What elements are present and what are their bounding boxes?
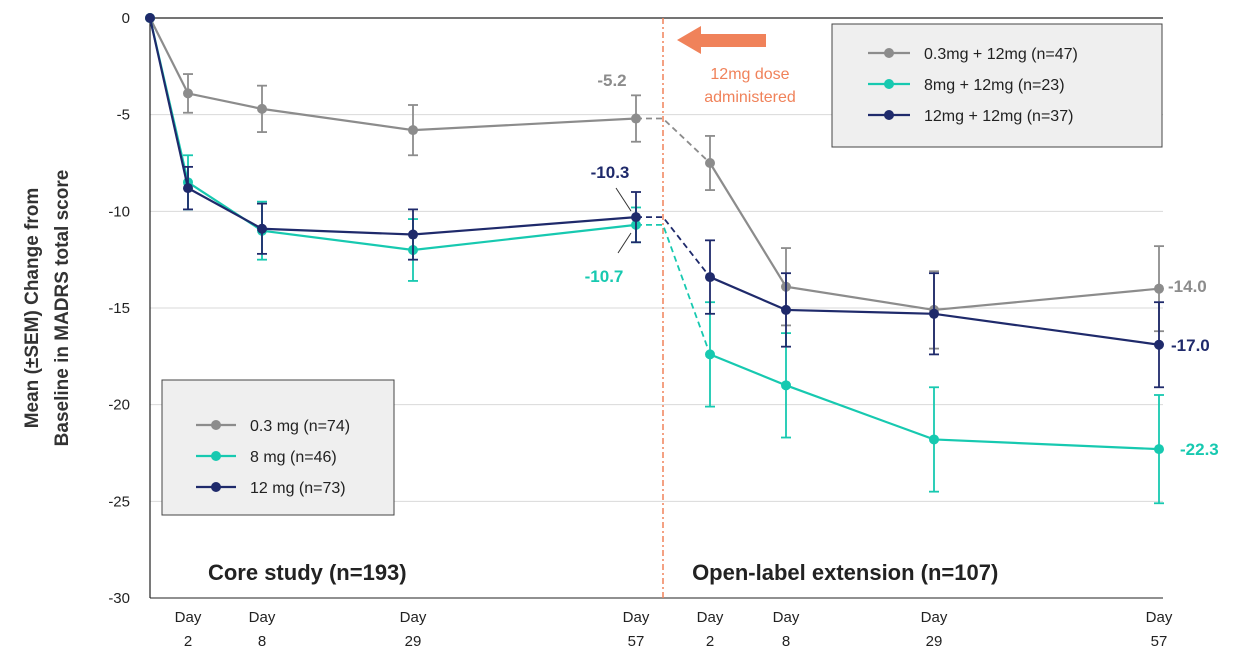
x-tick-label-line: Day bbox=[1146, 609, 1173, 626]
series-line-extension bbox=[709, 276, 1160, 346]
x-tick-label: Day 57 bbox=[623, 609, 650, 650]
end-label-extension: -17.0 bbox=[1171, 336, 1210, 355]
y-tick-label: -25 bbox=[108, 493, 130, 510]
data-point bbox=[408, 125, 418, 136]
y-tick-label: -10 bbox=[108, 203, 130, 220]
end-label-core: -10.7 bbox=[585, 267, 624, 286]
legend-box bbox=[161, 379, 395, 516]
y-tick-label: -20 bbox=[108, 397, 130, 414]
data-point bbox=[1154, 444, 1164, 455]
series-line-connector bbox=[636, 223, 711, 355]
legend-extension: 0.3mg + 12mg (n=47) 8mg + 12mg (n=23) 12mg… bbox=[831, 23, 1163, 148]
data-point bbox=[1154, 283, 1164, 294]
data-point bbox=[257, 103, 267, 114]
end-label-core: -10.3 bbox=[591, 163, 630, 182]
y-axis-label-line: Mean (±SEM) Change from bbox=[22, 188, 43, 429]
y-tick-label: 0 bbox=[122, 10, 130, 27]
data-point bbox=[1154, 339, 1164, 350]
legend-core: 0.3 mg (n=74) 8 mg (n=46) 12 mg (n=73) bbox=[161, 379, 395, 516]
series-line-connector bbox=[636, 117, 711, 164]
end-label-core: -5.2 bbox=[597, 71, 626, 90]
x-tick-label: Day 29 bbox=[921, 609, 948, 650]
end-label-extension: -22.3 bbox=[1180, 440, 1219, 459]
dose-annotation-text: administered bbox=[704, 89, 796, 106]
x-tick-label-line: 8 bbox=[258, 633, 266, 650]
legend-swatch-marker bbox=[211, 420, 221, 430]
data-point bbox=[781, 304, 791, 315]
y-tick-label: -5 bbox=[117, 107, 130, 124]
dose-arrow-icon bbox=[677, 26, 766, 54]
x-tick-label: Day 8 bbox=[249, 609, 276, 650]
axes bbox=[149, 17, 1163, 599]
x-tick-label-line: Day bbox=[175, 609, 202, 626]
x-tick-label-line: Day bbox=[400, 609, 427, 626]
series-high bbox=[145, 13, 1164, 389]
x-tick-label-line: 29 bbox=[405, 633, 422, 650]
x-tick-label-line: Day bbox=[773, 609, 800, 626]
x-tick-label-line: 2 bbox=[706, 633, 714, 650]
data-point bbox=[145, 13, 155, 23]
legend-swatch-marker bbox=[884, 110, 894, 120]
section-label: Core study (n=193) bbox=[208, 560, 407, 585]
data-point bbox=[705, 272, 715, 283]
x-tick-label-line: 29 bbox=[926, 633, 943, 650]
data-point bbox=[781, 380, 791, 391]
x-tick-label: Day 2 bbox=[175, 609, 202, 650]
data-point bbox=[183, 183, 193, 194]
data-point bbox=[929, 434, 939, 445]
legend-swatch-marker bbox=[211, 482, 221, 492]
series-line-extension bbox=[709, 353, 1160, 451]
series-line-core bbox=[149, 17, 637, 132]
legend-entry-label: 8mg + 12mg (n=23) bbox=[924, 77, 1065, 94]
end-value-labels: -5.2 -10.3 -10.7 -14.0 -17.0 -22.3 bbox=[585, 71, 1219, 459]
data-point bbox=[408, 229, 418, 240]
legend-entry-label: 12 mg (n=73) bbox=[250, 480, 346, 497]
legend-swatch-marker bbox=[211, 451, 221, 461]
y-tick-labels: 0 -5 -10 -15 -20 -25 -30 bbox=[108, 10, 130, 607]
series-low bbox=[145, 13, 1164, 350]
legend-entry-label: 0.3 mg (n=74) bbox=[250, 418, 350, 435]
series-line-extension bbox=[709, 162, 1160, 312]
x-tick-label-line: Day bbox=[249, 609, 276, 626]
x-tick-label-line: Day bbox=[697, 609, 724, 626]
data-point bbox=[705, 158, 715, 168]
data-point bbox=[631, 212, 641, 223]
end-label-leader bbox=[617, 232, 632, 254]
data-point bbox=[257, 223, 267, 234]
series-line-core bbox=[148, 17, 637, 252]
x-tick-label-line: Day bbox=[623, 609, 650, 626]
y-tick-label: -15 bbox=[108, 300, 130, 317]
y-axis-label: Mean (±SEM) Change from Baseline in MADRS… bbox=[22, 170, 73, 447]
x-tick-label-line: 2 bbox=[184, 633, 192, 650]
series-line-connector bbox=[636, 216, 711, 278]
data-point bbox=[929, 308, 939, 319]
x-tick-label: Day 57 bbox=[1146, 609, 1173, 650]
legend-entry-label: 12mg + 12mg (n=37) bbox=[924, 108, 1073, 125]
x-tick-label-line: 8 bbox=[782, 633, 790, 650]
legend-entry-label: 8 mg (n=46) bbox=[250, 449, 337, 466]
x-tick-labels: Day 2 Day 8 Day 29 Day 57 Day 2 Day 8 Day 29 Day 57 bbox=[175, 609, 1173, 650]
legend-swatch-marker bbox=[884, 48, 894, 58]
dose-annotation-text: 12mg dose bbox=[710, 66, 789, 83]
x-tick-label-line: 57 bbox=[628, 633, 645, 650]
dose-annotation: 12mg dose administered bbox=[677, 26, 796, 106]
legend-entry-label: 0.3mg + 12mg (n=47) bbox=[924, 46, 1078, 63]
data-point bbox=[631, 113, 641, 124]
x-tick-label: Day 8 bbox=[773, 609, 800, 650]
x-tick-label: Day 2 bbox=[697, 609, 724, 650]
legend-swatch-marker bbox=[884, 79, 894, 89]
y-tick-label: -30 bbox=[108, 590, 130, 607]
x-tick-label: Day 29 bbox=[400, 609, 427, 650]
x-tick-label-line: Day bbox=[921, 609, 948, 626]
x-tick-label-line: 57 bbox=[1151, 633, 1168, 650]
series-layer bbox=[145, 13, 1164, 505]
data-point bbox=[183, 88, 193, 99]
section-label: Open-label extension (n=107) bbox=[692, 560, 998, 585]
y-axis-label-line: Baseline in MADRS total score bbox=[52, 170, 73, 447]
end-label-extension: -14.0 bbox=[1168, 277, 1207, 296]
data-point bbox=[705, 349, 715, 360]
section-labels: Core study (n=193) Open-label extension (… bbox=[208, 560, 998, 585]
end-label-leader bbox=[615, 187, 632, 212]
